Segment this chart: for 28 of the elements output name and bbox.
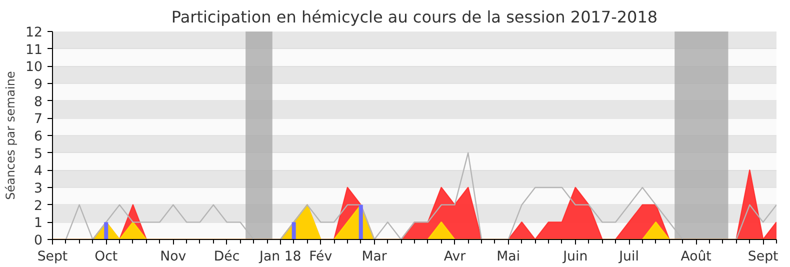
y-tick-label: 11 — [26, 42, 43, 58]
y-tick-label: 9 — [34, 78, 43, 92]
y-tick-label: 6 — [34, 130, 43, 144]
x-tick-label: Jan 18 — [258, 250, 302, 264]
y-tick-label: 5 — [34, 146, 43, 162]
y-tick-label: 4 — [34, 164, 43, 180]
y-tick-label: 12 — [26, 26, 43, 40]
y-tick-label: 10 — [26, 60, 43, 76]
x-tick-label: Mar — [362, 250, 388, 264]
x-tick-label: Fév — [309, 250, 332, 264]
y-tick-label: 0 — [34, 234, 43, 248]
chart-title: Participation en hémicycle au cours de la session 2017-2018 — [171, 8, 658, 26]
x-tick-label: Juil — [618, 250, 639, 264]
y-tick-label: 8 — [34, 94, 43, 110]
x-tick-label: Juin — [562, 250, 588, 264]
x-tick-label: Nov — [160, 250, 186, 264]
x-tick-label: Sept — [748, 250, 778, 264]
y-tick-label: 2 — [34, 198, 43, 214]
x-tick-label: Oct — [94, 250, 118, 264]
x-tick-label: Déc — [214, 250, 240, 264]
x-tick-label: Avr — [444, 250, 466, 264]
y-axis-title: Séances par semaine — [4, 71, 18, 200]
y-tick-label: 3 — [34, 182, 43, 196]
y-tick-label: 7 — [34, 112, 43, 128]
y-tick-label: 1 — [34, 216, 43, 232]
x-tick-label: Mai — [496, 250, 520, 264]
x-tick-label: Août — [680, 250, 712, 264]
x-tick-label: Sept — [37, 250, 68, 264]
